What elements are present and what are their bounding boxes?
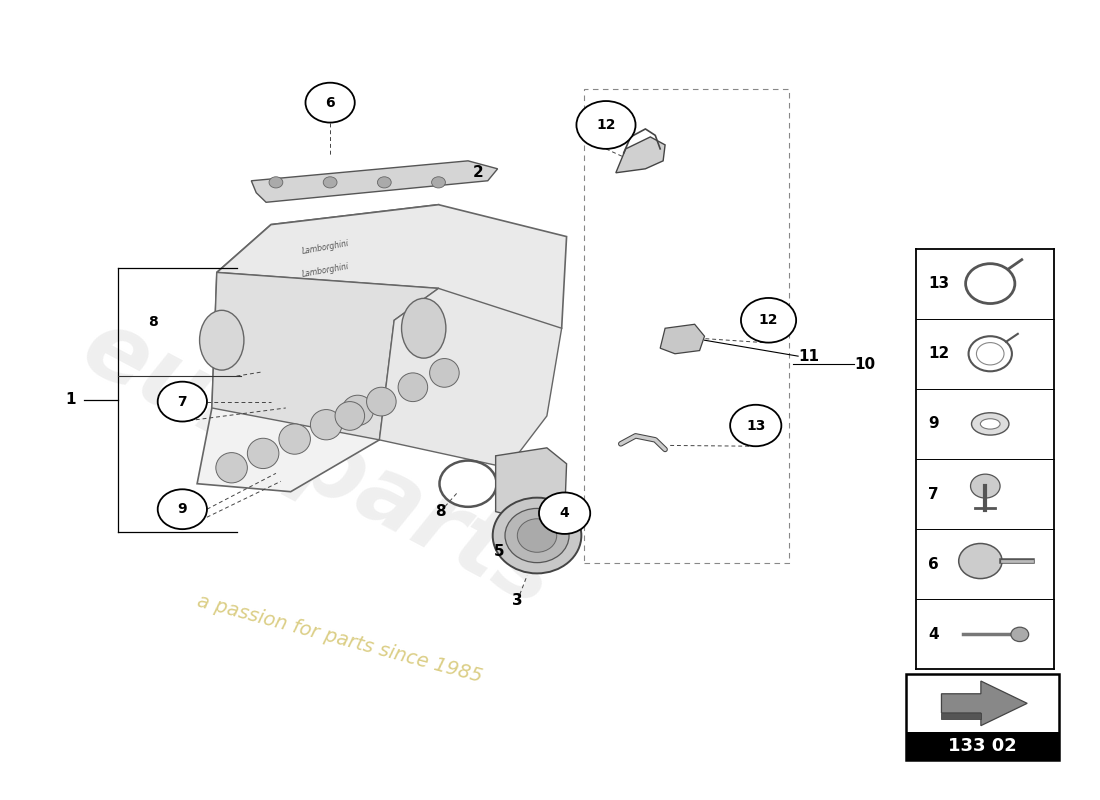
Polygon shape — [942, 713, 981, 719]
Circle shape — [576, 101, 636, 149]
Ellipse shape — [342, 395, 374, 426]
Text: 6: 6 — [326, 96, 334, 110]
Text: 11: 11 — [799, 349, 820, 364]
Circle shape — [306, 82, 355, 122]
Text: 8: 8 — [147, 315, 157, 329]
Ellipse shape — [517, 518, 557, 552]
Text: 12: 12 — [596, 118, 616, 132]
Text: 5: 5 — [494, 544, 505, 559]
Text: 1: 1 — [66, 393, 76, 407]
Text: 9: 9 — [177, 502, 187, 516]
Text: Lamborghini: Lamborghini — [301, 238, 350, 255]
Circle shape — [539, 493, 591, 534]
Ellipse shape — [216, 453, 248, 483]
Circle shape — [959, 543, 1002, 578]
Ellipse shape — [430, 358, 459, 387]
Text: 12: 12 — [928, 346, 949, 362]
Polygon shape — [496, 448, 566, 523]
Polygon shape — [660, 324, 704, 354]
Text: 133 02: 133 02 — [948, 738, 1018, 755]
Circle shape — [157, 490, 207, 529]
Circle shape — [741, 298, 796, 342]
Circle shape — [970, 474, 1000, 498]
Text: 4: 4 — [560, 506, 570, 520]
Ellipse shape — [505, 509, 569, 562]
Text: 2: 2 — [473, 166, 484, 180]
Text: Lamborghini: Lamborghini — [301, 262, 350, 279]
Polygon shape — [197, 205, 439, 492]
Polygon shape — [251, 161, 497, 202]
Ellipse shape — [402, 298, 446, 358]
Text: a passion for parts since 1985: a passion for parts since 1985 — [196, 592, 485, 686]
Text: 12: 12 — [759, 314, 779, 327]
Text: 13: 13 — [746, 418, 766, 433]
Ellipse shape — [279, 424, 310, 454]
Polygon shape — [942, 681, 1027, 726]
Polygon shape — [616, 137, 666, 173]
Circle shape — [270, 177, 283, 188]
Text: 10: 10 — [855, 357, 876, 372]
Circle shape — [1011, 627, 1028, 642]
Text: eurøparts: eurøparts — [66, 301, 571, 627]
Ellipse shape — [980, 418, 1000, 429]
Text: 3: 3 — [512, 594, 522, 608]
Ellipse shape — [336, 402, 364, 430]
Ellipse shape — [398, 373, 428, 402]
Text: 8: 8 — [436, 504, 446, 519]
Ellipse shape — [199, 310, 244, 370]
Ellipse shape — [493, 498, 582, 574]
Polygon shape — [217, 205, 566, 360]
Text: 13: 13 — [928, 276, 949, 291]
Polygon shape — [212, 273, 439, 440]
Ellipse shape — [248, 438, 279, 469]
Ellipse shape — [310, 410, 342, 440]
Circle shape — [157, 382, 207, 422]
Text: 9: 9 — [928, 417, 938, 431]
Bar — [906, 733, 1059, 760]
Text: 7: 7 — [177, 394, 187, 409]
Circle shape — [730, 405, 781, 446]
Text: 7: 7 — [928, 486, 938, 502]
Polygon shape — [379, 288, 562, 468]
Text: 4: 4 — [928, 627, 938, 642]
Ellipse shape — [971, 413, 1009, 435]
Ellipse shape — [366, 387, 396, 416]
Circle shape — [431, 177, 446, 188]
Text: 6: 6 — [928, 557, 939, 572]
Bar — [906, 674, 1059, 760]
Circle shape — [377, 177, 392, 188]
Circle shape — [323, 177, 337, 188]
